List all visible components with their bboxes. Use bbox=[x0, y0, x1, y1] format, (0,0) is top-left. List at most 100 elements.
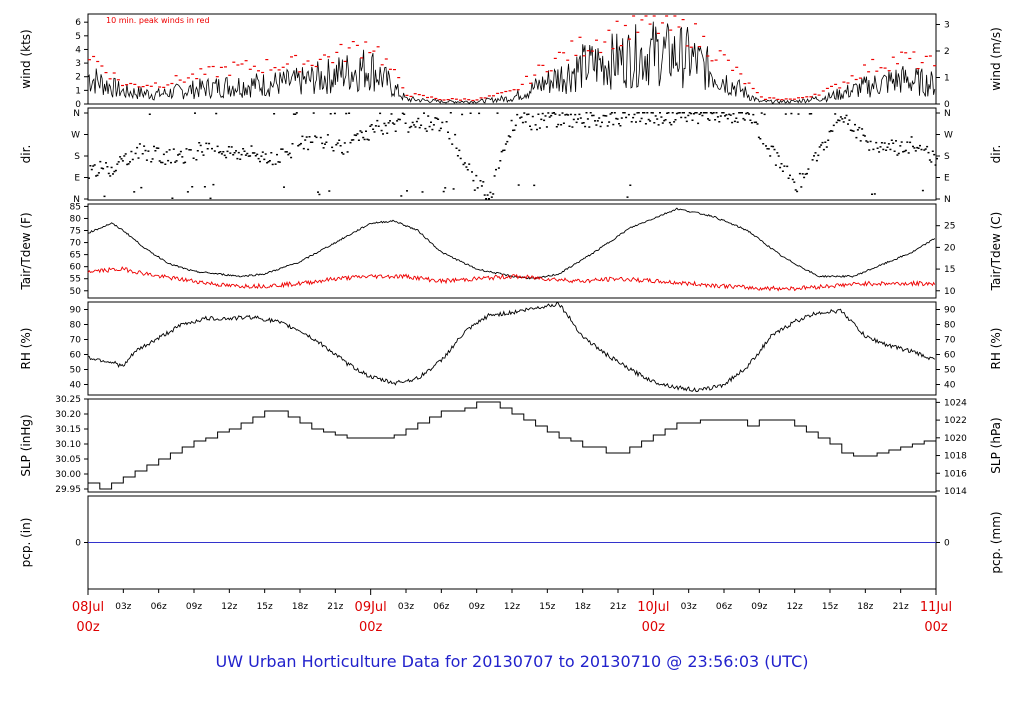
direction-point bbox=[143, 145, 146, 147]
direction-point bbox=[806, 172, 808, 175]
direction-point bbox=[148, 113, 151, 115]
direction-point bbox=[387, 122, 390, 124]
peak-wind-point bbox=[257, 70, 260, 72]
direction-point bbox=[732, 113, 735, 115]
direction-point bbox=[186, 191, 189, 193]
tick-label-right: S bbox=[944, 152, 950, 162]
peak-wind-point bbox=[145, 84, 149, 86]
direction-point bbox=[551, 112, 554, 114]
direction-point bbox=[548, 116, 551, 118]
direction-point bbox=[251, 152, 254, 154]
direction-point bbox=[335, 144, 338, 146]
direction-point bbox=[635, 121, 637, 123]
direction-point bbox=[789, 174, 791, 177]
direction-point bbox=[856, 129, 859, 131]
hour-tick-label: 09z bbox=[469, 602, 485, 612]
direction-point bbox=[105, 162, 107, 164]
peak-wind-point bbox=[755, 92, 759, 94]
direction-point bbox=[759, 138, 762, 140]
direction-point bbox=[237, 151, 240, 154]
direction-point bbox=[544, 115, 547, 117]
peak-wind-point bbox=[96, 60, 100, 63]
peak-wind-point bbox=[900, 51, 904, 53]
direction-point bbox=[175, 160, 178, 162]
direction-point bbox=[845, 114, 848, 117]
peak-wind-point bbox=[924, 55, 928, 57]
direction-point bbox=[164, 163, 167, 165]
direction-point bbox=[308, 136, 311, 138]
peak-wind-point bbox=[182, 81, 186, 83]
peak-wind-point bbox=[376, 46, 380, 48]
direction-point bbox=[813, 155, 815, 157]
tick-label-left: N bbox=[73, 109, 80, 119]
direction-point bbox=[264, 153, 267, 155]
direction-point bbox=[223, 154, 226, 157]
direction-point bbox=[585, 112, 588, 114]
peak-wind-point bbox=[896, 63, 899, 65]
direction-point bbox=[883, 142, 886, 144]
peak-wind-point bbox=[364, 41, 368, 43]
direction-point bbox=[534, 124, 537, 126]
direction-point bbox=[715, 112, 718, 114]
direction-point bbox=[489, 191, 492, 194]
direction-point bbox=[527, 113, 530, 115]
peak-wind-point bbox=[133, 83, 137, 85]
direction-point bbox=[220, 153, 223, 155]
direction-point bbox=[444, 187, 447, 189]
direction-point bbox=[391, 122, 394, 124]
tick-label-left: 70 bbox=[70, 239, 82, 249]
peak-wind-point bbox=[207, 66, 211, 68]
peak-wind-point bbox=[417, 94, 421, 96]
tick-label-right: 60 bbox=[944, 351, 956, 361]
direction-point bbox=[267, 161, 270, 163]
peak-wind-point bbox=[681, 19, 685, 21]
direction-point bbox=[847, 123, 849, 125]
direction-point bbox=[326, 134, 329, 136]
direction-point bbox=[592, 114, 595, 117]
direction-point bbox=[558, 114, 561, 116]
direction-point bbox=[151, 158, 154, 160]
peak-wind-point bbox=[512, 89, 516, 91]
direction-point bbox=[620, 117, 623, 119]
direction-point bbox=[589, 112, 592, 114]
direction-point bbox=[321, 142, 324, 145]
direction-point bbox=[353, 134, 356, 136]
direction-point bbox=[892, 142, 895, 144]
y-axis-title-right: pcp. (mm) bbox=[989, 511, 1003, 573]
peak-wind-point bbox=[838, 87, 842, 89]
y-axis-title-right: dir. bbox=[989, 145, 1003, 164]
direction-point bbox=[690, 112, 693, 115]
direction-point bbox=[728, 113, 731, 116]
direction-point bbox=[89, 165, 92, 167]
direction-point bbox=[524, 121, 527, 123]
peak-wind-point bbox=[228, 74, 232, 76]
direction-point bbox=[179, 150, 182, 153]
peak-wind-point bbox=[685, 45, 689, 47]
direction-point bbox=[348, 112, 351, 114]
day-label-time: 00z bbox=[924, 620, 948, 635]
direction-point bbox=[832, 124, 835, 127]
direction-point bbox=[688, 112, 691, 114]
direction-point bbox=[668, 121, 671, 124]
direction-point bbox=[456, 155, 459, 157]
tick-label-left: 50 bbox=[70, 366, 82, 376]
peak-wind-point bbox=[170, 82, 174, 85]
peak-wind-point bbox=[360, 57, 364, 59]
peak-wind-point bbox=[343, 60, 347, 62]
direction-point bbox=[766, 148, 769, 150]
direction-point bbox=[790, 112, 793, 115]
direction-point bbox=[174, 161, 177, 163]
tick-label-left: 80 bbox=[70, 321, 82, 331]
direction-point bbox=[533, 184, 536, 187]
direction-point bbox=[521, 121, 524, 124]
hour-tick-label: 21z bbox=[610, 602, 626, 612]
direction-point bbox=[680, 116, 683, 119]
tick-label-right: 50 bbox=[944, 366, 956, 376]
tick-label-right: 1018 bbox=[944, 452, 967, 462]
direction-point bbox=[386, 132, 389, 134]
direction-point bbox=[555, 126, 558, 128]
peak-wind-point bbox=[393, 69, 396, 71]
direction-point bbox=[168, 149, 171, 151]
direction-point bbox=[671, 112, 674, 114]
